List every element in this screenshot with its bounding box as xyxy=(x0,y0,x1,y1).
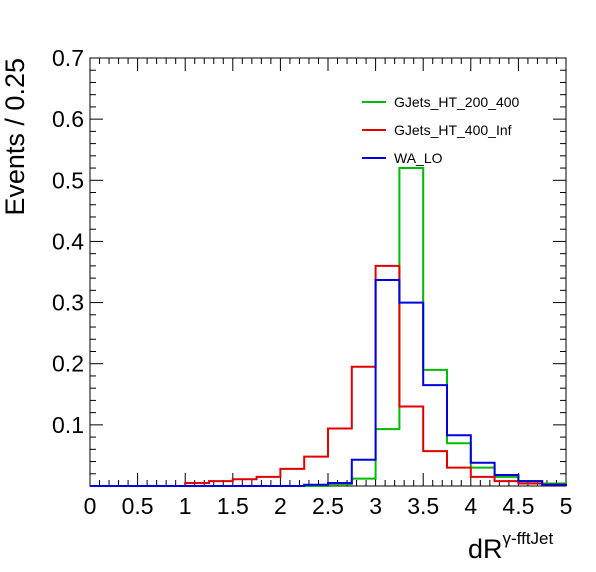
y-tick-label: 0.5 xyxy=(52,167,84,193)
x-tick-label: 1.5 xyxy=(217,493,249,519)
x-tick-label: 1 xyxy=(179,493,192,519)
x-axis-title-main: dR xyxy=(468,534,503,564)
x-axis-title-superscript: γ-fftJet xyxy=(503,529,554,548)
y-tick-label: 0.3 xyxy=(52,290,84,316)
x-tick-label: 0 xyxy=(84,493,97,519)
legend-label: GJets_HT_200_400 xyxy=(394,94,520,110)
x-axis-title: dRγ-fftJet xyxy=(468,529,553,564)
x-tick-label: 3.5 xyxy=(407,493,439,519)
x-tick-labels: 0 0.5 1 1.5 2 2.5 3 3.5 4 4.5 5 xyxy=(84,493,573,519)
axis-ticks xyxy=(89,57,567,487)
x-tick-label: 2 xyxy=(274,493,287,519)
series-line-2 xyxy=(90,278,567,487)
y-axis-title: Events / 0.25 xyxy=(0,58,30,216)
x-tick-label: 4 xyxy=(464,493,477,519)
y-tick-labels: 0.1 0.2 0.3 0.4 0.5 0.6 0.7 xyxy=(52,45,84,438)
x-tick-label: 5 xyxy=(560,493,573,519)
y-tick-label: 0.6 xyxy=(52,106,84,132)
y-tick-label: 0.4 xyxy=(52,228,84,254)
legend: GJets_HT_200_400 GJets_HT_400_Inf WA_LO xyxy=(362,94,520,166)
x-tick-label: 0.5 xyxy=(122,493,154,519)
series-line-1 xyxy=(90,264,567,487)
y-tick-label: 0.1 xyxy=(52,412,84,438)
legend-label: GJets_HT_400_Inf xyxy=(394,122,512,138)
x-tick-label: 4.5 xyxy=(502,493,534,519)
legend-label: WA_LO xyxy=(394,150,443,166)
y-tick-label: 0.2 xyxy=(52,351,84,377)
y-tick-label: 0.7 xyxy=(52,45,84,71)
x-tick-label: 3 xyxy=(369,493,382,519)
series-layer xyxy=(90,167,567,487)
x-tick-label: 2.5 xyxy=(312,493,344,519)
